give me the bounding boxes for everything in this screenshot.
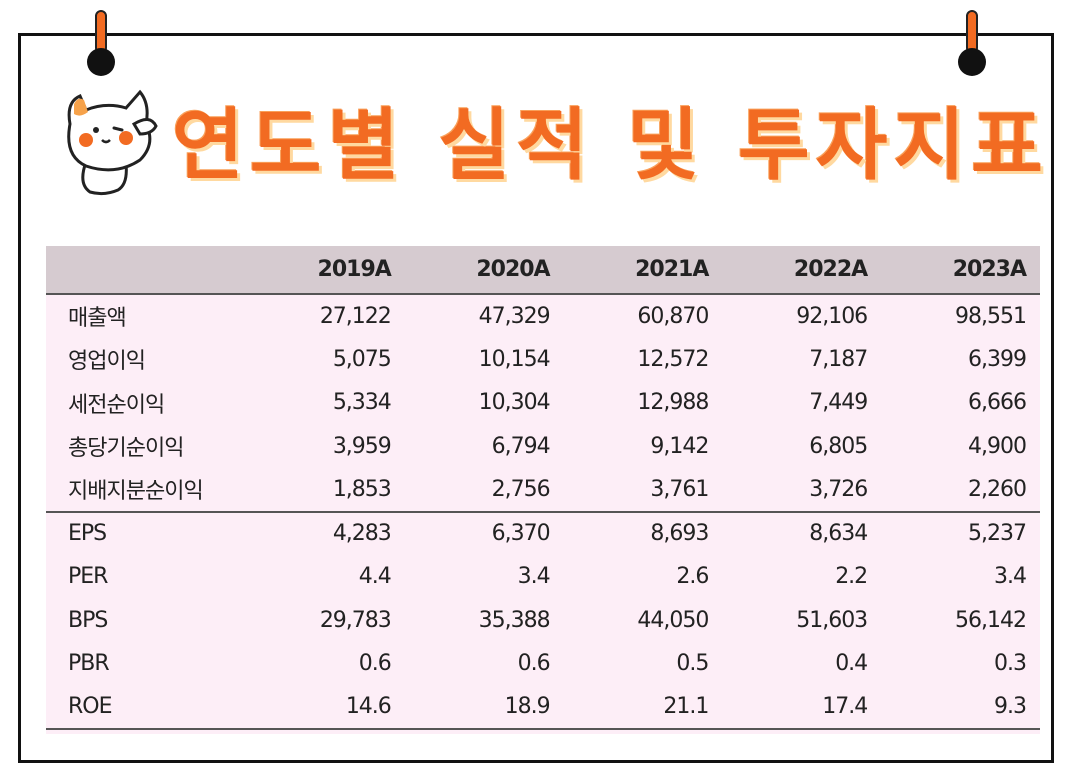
table-row: PER 4.4 3.4 2.6 2.2 3.4 [46, 555, 1040, 599]
table-cell: 29,783 [319, 607, 392, 633]
table-cell: 0.6 [517, 651, 551, 677]
table-row: ROE 14.6 18.9 21.1 17.4 9.3 [46, 685, 1040, 730]
table-cell: 2.2 [835, 564, 868, 590]
table-cell: 14.6 [246, 685, 405, 730]
table-cell: 6,666 [968, 390, 1027, 416]
table-cell: 44,050 [637, 607, 709, 633]
pin-left-icon [86, 10, 116, 78]
row-label: EPS [46, 510, 246, 555]
table-cell: 4,900 [968, 433, 1027, 459]
financial-table-container: 2019A 2020A 2021A 2022A 2023A 매출액 27,122 4… [46, 246, 1040, 734]
table-row: PBR 0.6 0.6 0.5 0.4 0.3 [46, 642, 1040, 686]
table-cell: 6,370 [404, 510, 564, 555]
table-cell: 47,329 [478, 303, 551, 329]
table-cell: 0.4 [835, 651, 868, 677]
row-label: 매출액 [68, 306, 127, 332]
table-cell: 60,870 [637, 303, 709, 329]
table-header-cell: 2021A [563, 246, 723, 295]
table-cell: 21.1 [563, 685, 723, 730]
table-cell: 0.6 [358, 651, 392, 677]
table-cell: 9,142 [650, 433, 709, 459]
table-cell: 35,388 [478, 607, 551, 633]
table-cell: 5,075 [332, 346, 392, 372]
row-label: 지배지분순이익 [68, 479, 204, 505]
table-cell: 3.4 [994, 564, 1027, 590]
table-row: 영업이익 5,075 10,154 12,572 7,187 6,399 [46, 338, 1040, 382]
table-cell: 4.4 [358, 564, 392, 590]
row-label: PBR [68, 651, 110, 677]
table-cell: 3.4 [517, 564, 551, 590]
table-cell: 8,693 [563, 510, 723, 555]
table-row: 총당기순이익 3,959 6,794 9,142 6,805 4,900 [46, 425, 1040, 469]
table-cell: 3,761 [650, 476, 709, 502]
table-row: 세전순이익 5,334 10,304 12,988 7,449 6,666 [46, 381, 1040, 425]
row-label: 세전순이익 [68, 392, 165, 418]
financial-table: 2019A 2020A 2021A 2022A 2023A 매출액 27,122 4… [46, 246, 1040, 730]
table-cell: 12,572 [637, 346, 709, 372]
table-cell: 8,634 [722, 510, 882, 555]
table-cell: 0.5 [676, 651, 709, 677]
table-cell: 18.9 [404, 685, 564, 730]
row-label: 영업이익 [68, 349, 146, 375]
table-cell: 3,726 [809, 476, 868, 502]
table-row: 매출액 27,122 47,329 60,870 92,106 98,551 [46, 294, 1040, 338]
table-cell: 5,237 [881, 510, 1040, 555]
table-cell: 4,283 [246, 510, 405, 555]
table-cell: 2,756 [491, 476, 551, 502]
table-row: 지배지분순이익 1,853 2,756 3,761 3,726 2,260 [46, 468, 1040, 512]
table-cell: 6,399 [968, 346, 1027, 372]
pin-right-icon [957, 10, 987, 78]
table-cell: 6,794 [491, 433, 551, 459]
table-header-row: 2019A 2020A 2021A 2022A 2023A [46, 246, 1040, 295]
table-header-cell: 2022A [722, 246, 882, 295]
table-cell: 1,853 [332, 476, 392, 502]
table-cell: 2.6 [676, 564, 709, 590]
table-cell: 17.4 [722, 685, 882, 730]
table-cell: 56,142 [955, 607, 1027, 633]
table-cell: 2,260 [968, 476, 1027, 502]
row-label: ROE [46, 685, 246, 730]
table-cell: 27,122 [319, 303, 392, 329]
table-cell: 6,805 [809, 433, 868, 459]
table-row: BPS 29,783 35,388 44,050 51,603 56,142 [46, 599, 1040, 643]
table-cell: 7,187 [809, 346, 868, 372]
cat-mascot-icon [67, 89, 158, 196]
table-row: EPS 4,283 6,370 8,693 8,634 5,237 [46, 510, 1040, 555]
table-cell: 51,603 [796, 607, 868, 633]
table-cell: 92,106 [796, 303, 868, 329]
table-cell: 7,449 [809, 390, 868, 416]
row-label: 총당기순이익 [68, 436, 184, 462]
table-header-cell: 2020A [404, 246, 564, 295]
table-header-cell: 2019A [246, 246, 405, 295]
table-cell: 5,334 [332, 390, 392, 416]
table-cell: 10,304 [478, 390, 551, 416]
page-title: 연도별 실적 및 투자지표 [172, 101, 1050, 191]
table-cell: 10,154 [478, 346, 551, 372]
table-header-cell: 2023A [881, 246, 1040, 295]
row-label: PER [68, 564, 108, 590]
table-cell: 9.3 [881, 685, 1040, 730]
table-cell: 3,959 [332, 433, 392, 459]
table-cell: 98,551 [955, 303, 1027, 329]
table-cell: 12,988 [637, 390, 709, 416]
table-cell: 0.3 [994, 651, 1027, 677]
row-label: BPS [68, 607, 108, 633]
table-header-cell [46, 246, 246, 295]
